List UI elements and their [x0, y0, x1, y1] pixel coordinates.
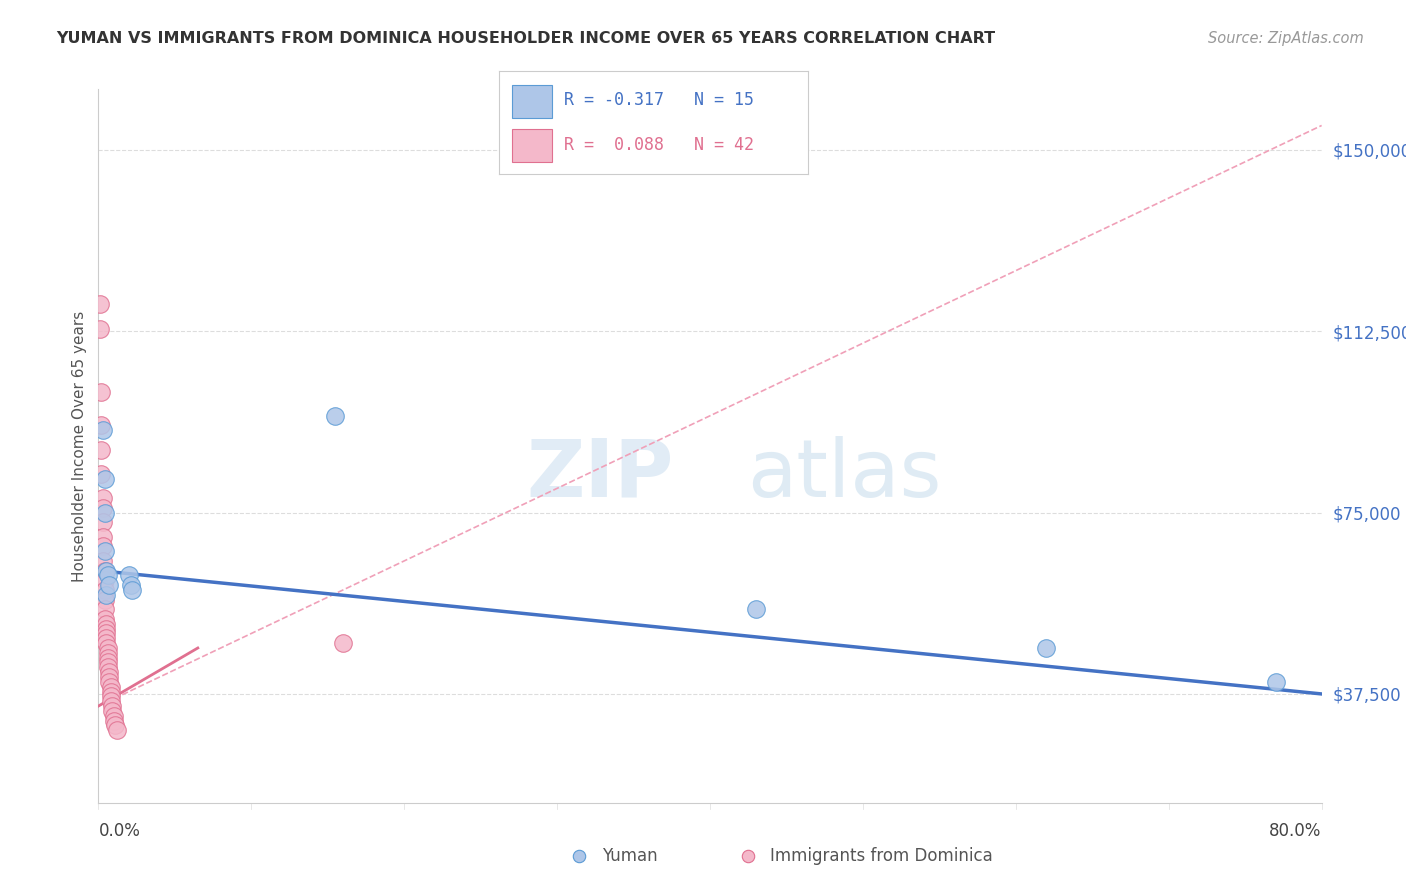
Point — [93, 472, 115, 486]
FancyBboxPatch shape — [512, 85, 551, 118]
Point — [94, 626, 117, 640]
Point — [93, 574, 115, 588]
Point — [93, 582, 115, 597]
Point — [91, 515, 114, 529]
Text: Immigrants from Dominica: Immigrants from Dominica — [770, 847, 993, 865]
Point — [118, 568, 141, 582]
Point — [91, 491, 114, 505]
Point — [97, 568, 120, 582]
Point — [100, 684, 122, 698]
Point — [91, 530, 114, 544]
Point — [93, 564, 115, 578]
Point — [332, 636, 354, 650]
Point — [120, 578, 142, 592]
Point — [89, 297, 111, 311]
Y-axis label: Householder Income Over 65 years: Householder Income Over 65 years — [72, 310, 87, 582]
Point — [94, 588, 117, 602]
Point — [121, 582, 143, 597]
Point — [1035, 640, 1057, 655]
Point — [103, 708, 125, 723]
Point — [90, 418, 112, 433]
Point — [101, 699, 124, 714]
Point — [90, 384, 112, 399]
Point — [325, 409, 347, 423]
Point — [93, 602, 115, 616]
Point — [97, 646, 120, 660]
Point — [100, 694, 122, 708]
Text: 80.0%: 80.0% — [1270, 822, 1322, 840]
Point — [91, 540, 114, 554]
Point — [105, 723, 128, 738]
Point — [93, 612, 115, 626]
FancyBboxPatch shape — [512, 128, 551, 161]
Point — [100, 680, 122, 694]
Point — [90, 467, 112, 481]
Point — [91, 423, 114, 437]
Text: Yuman: Yuman — [602, 847, 658, 865]
Point — [745, 602, 768, 616]
Point — [93, 544, 115, 558]
Text: YUMAN VS IMMIGRANTS FROM DOMINICA HOUSEHOLDER INCOME OVER 65 YEARS CORRELATION C: YUMAN VS IMMIGRANTS FROM DOMINICA HOUSEH… — [56, 31, 995, 46]
Point — [93, 506, 115, 520]
Point — [104, 718, 127, 732]
Point — [97, 640, 120, 655]
Point — [97, 656, 120, 670]
Point — [1264, 674, 1286, 689]
Point — [98, 578, 121, 592]
Text: 0.0%: 0.0% — [98, 822, 141, 840]
Point — [101, 704, 124, 718]
Text: R = -0.317   N = 15: R = -0.317 N = 15 — [564, 91, 754, 109]
Text: R =  0.088   N = 42: R = 0.088 N = 42 — [564, 136, 754, 154]
Text: atlas: atlas — [747, 435, 941, 514]
Point — [98, 674, 121, 689]
Point — [91, 554, 114, 568]
Point — [90, 442, 112, 457]
Point — [94, 632, 117, 646]
Point — [94, 616, 117, 631]
Point — [103, 714, 125, 728]
Text: ZIP: ZIP — [526, 435, 673, 514]
Point — [98, 670, 121, 684]
Point — [97, 660, 120, 674]
Point — [89, 321, 111, 335]
Point — [91, 500, 114, 515]
Point — [94, 636, 117, 650]
Point — [568, 849, 591, 863]
Point — [93, 592, 115, 607]
Point — [100, 690, 122, 704]
Point — [94, 564, 117, 578]
Point — [97, 650, 120, 665]
Point — [94, 622, 117, 636]
Point — [737, 849, 759, 863]
Point — [98, 665, 121, 680]
Text: Source: ZipAtlas.com: Source: ZipAtlas.com — [1208, 31, 1364, 46]
